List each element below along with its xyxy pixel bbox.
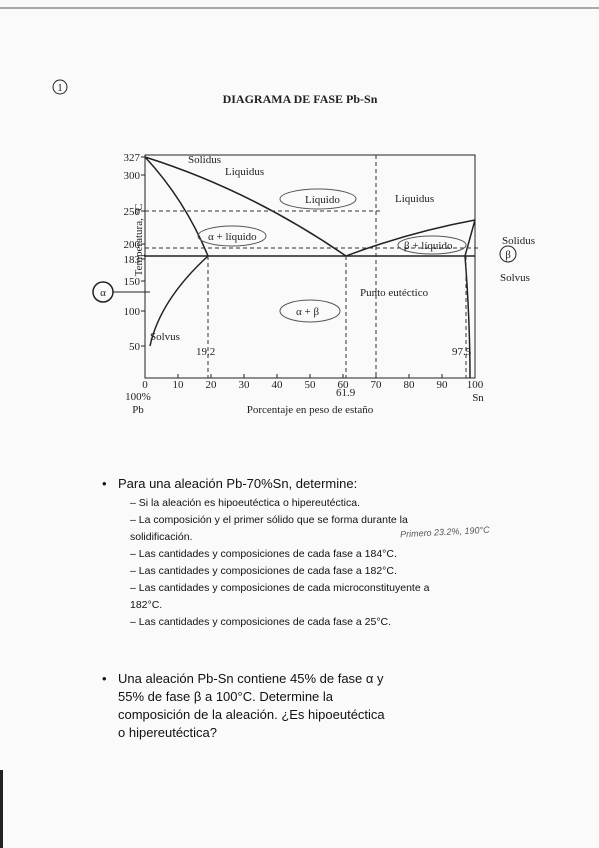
label: Solvus	[500, 272, 530, 284]
diagram: 1 DIAGRAMA DE FASE Pb-Sn 327300250200183…	[0, 7, 599, 416]
x-tick-label: 100	[467, 379, 484, 391]
scan-edge	[0, 770, 3, 848]
x-tick-label: 20	[206, 379, 218, 391]
label: Solvus	[150, 331, 180, 343]
liquidus-left	[144, 156, 347, 257]
question: Para una aleación Pb-70%Sn, determine: S…	[118, 476, 458, 631]
solidus-left	[144, 156, 209, 257]
question-item: Las cantidades y composiciones de cada m…	[130, 580, 458, 614]
x-left-end: Pb	[132, 404, 144, 416]
guides	[145, 155, 480, 378]
question-item: Si la aleación es hipoeutéctica o hipere…	[130, 495, 458, 512]
question-item: Las cantidades y composiciones de cada f…	[130, 546, 458, 563]
question-items: Si la aleación es hipoeutéctica o hipere…	[118, 495, 458, 631]
page-number-circle	[52, 79, 68, 95]
label: Liquidus	[395, 193, 434, 205]
region-outline	[197, 225, 267, 247]
solidus-right	[464, 219, 476, 257]
page-number: 1	[57, 82, 63, 94]
question: Una aleación Pb-Sn contiene 45% de fase …	[118, 670, 388, 742]
label: 19.2	[196, 346, 215, 358]
solvus-left	[149, 255, 209, 347]
region-outline	[397, 235, 467, 255]
x-tick-label: 50	[305, 379, 317, 391]
y-tick-label: 100	[124, 306, 141, 318]
y-tick-label: 250	[124, 206, 141, 218]
label: Líquido	[305, 194, 340, 206]
y-tick-label: 327	[124, 152, 141, 164]
question-text: Una aleación Pb-Sn contiene 45% de fase …	[118, 670, 388, 742]
label: Liquidus	[225, 166, 264, 178]
x-right-end: Sn	[472, 392, 484, 404]
question-text: Para una aleación Pb-70%Sn, determine:	[118, 476, 458, 491]
label: Solidus	[502, 235, 535, 247]
x-tick-label: 10	[173, 379, 185, 391]
axes-frame	[144, 154, 476, 379]
curves	[144, 156, 476, 379]
y-axis-label: Temperatura, °C	[133, 204, 145, 277]
label: Punto eutéctico	[360, 287, 429, 299]
question-item: Las cantidades y composiciones de cada f…	[130, 563, 458, 580]
solvus-right	[464, 255, 471, 379]
question-item: La composición y el primer sólido que se…	[130, 512, 458, 546]
y-tick-label: 300	[124, 170, 141, 182]
question-item: Las cantidades y composiciones de cada f…	[130, 614, 458, 631]
label: 97.5	[452, 346, 472, 358]
label: β	[505, 249, 511, 261]
region-outline	[279, 299, 341, 323]
label: α	[100, 287, 106, 299]
label: α + líquido	[208, 231, 257, 243]
y-tick-label: 183	[124, 254, 141, 266]
x-tick-label: 0	[142, 379, 148, 391]
y-tick-label: 150	[124, 276, 141, 288]
liquidus-right	[345, 219, 476, 257]
label: Solidus	[188, 154, 221, 166]
x-tick-label: 90	[437, 379, 449, 391]
x-tick-label: 40	[272, 379, 284, 391]
label: α + β	[296, 306, 319, 318]
x-tick-label: 70	[371, 379, 383, 391]
region-outline	[279, 188, 357, 210]
diagram-title: DIAGRAMA DE FASE Pb-Sn	[223, 92, 378, 106]
x-tick-label: 30	[239, 379, 251, 391]
beta-circle	[499, 245, 517, 263]
label: β + líquido	[404, 240, 453, 252]
x-left-end: 100%	[125, 391, 151, 403]
y-tick-label: 200	[124, 239, 141, 251]
x-tick-label: 80	[404, 379, 416, 391]
label: 61.9	[336, 387, 356, 399]
x-tick-label: 60	[338, 379, 350, 391]
x-axis-label: Porcentaje en peso de estaño	[247, 404, 374, 416]
y-tick-label: 50	[129, 341, 141, 353]
